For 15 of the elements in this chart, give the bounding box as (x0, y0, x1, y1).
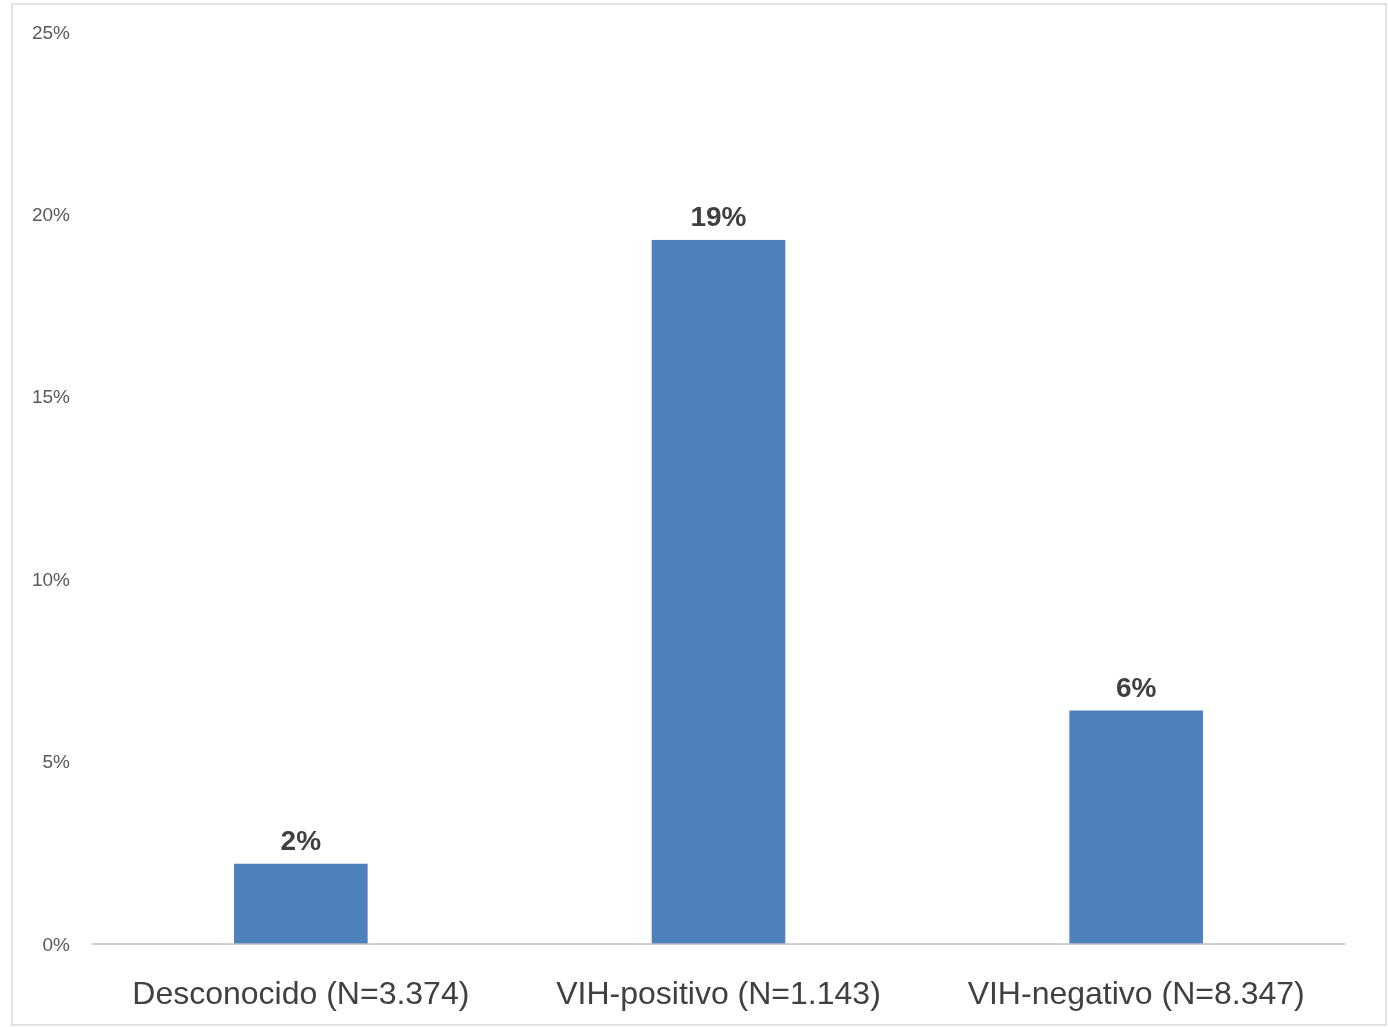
data-label: 19% (690, 200, 747, 232)
bar (234, 863, 368, 944)
y-tick-label: 5% (42, 751, 71, 773)
data-label: 2% (280, 824, 322, 856)
y-tick-label: 0% (42, 933, 71, 955)
x-tick-label: VIH-negativo (N=8.347) (967, 975, 1305, 1011)
bar (1069, 710, 1203, 944)
x-tick-label: VIH-positivo (N=1.143) (556, 975, 881, 1011)
y-tick-label: 15% (31, 386, 71, 408)
y-tick-label: 20% (31, 204, 71, 226)
y-tick-label: 10% (31, 568, 71, 590)
bar (651, 239, 786, 944)
data-label: 6% (1115, 671, 1157, 703)
x-tick-label: Desconocido (N=3.374) (132, 975, 470, 1011)
y-tick-label: 25% (31, 21, 71, 43)
